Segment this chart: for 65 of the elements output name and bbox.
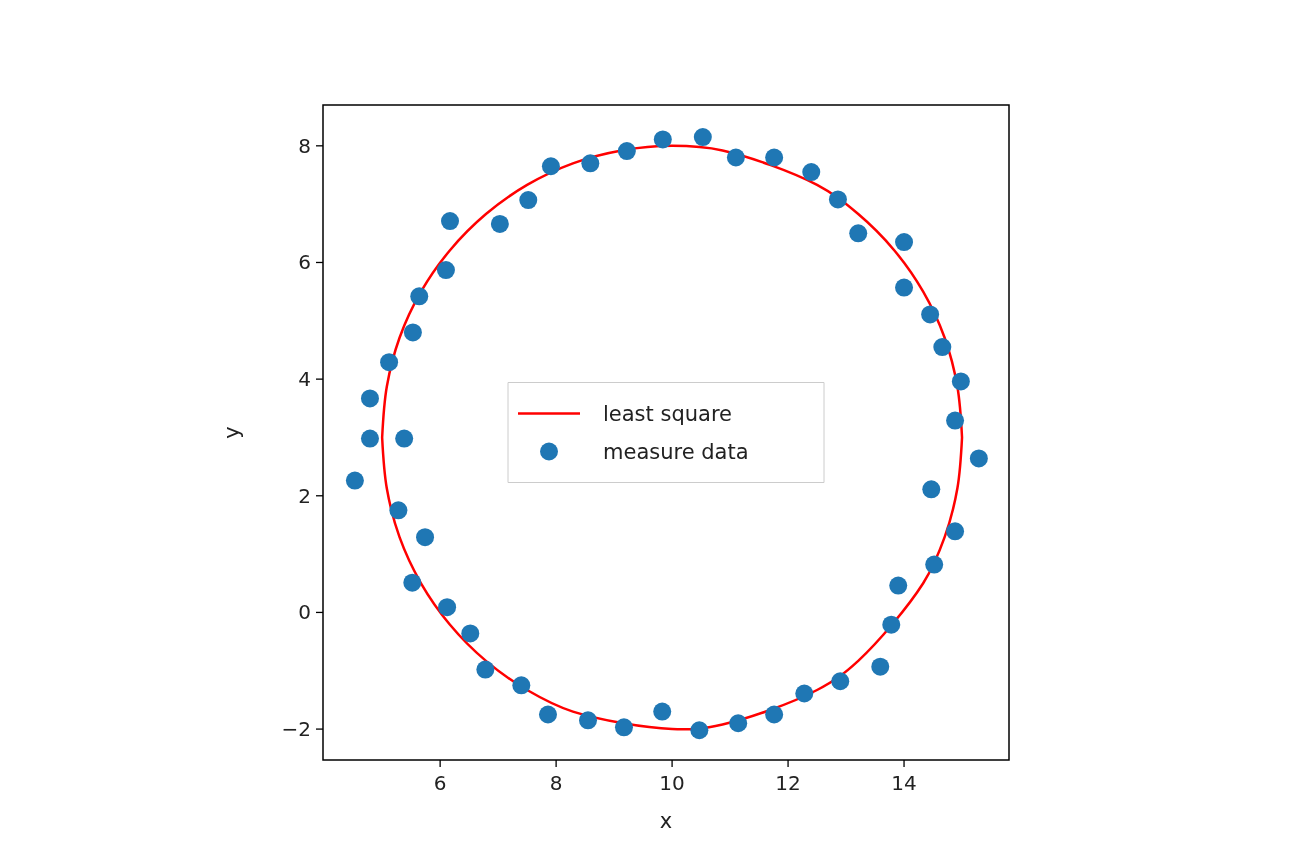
point — [360, 389, 379, 408]
point — [541, 157, 560, 176]
point — [579, 711, 598, 730]
point — [490, 214, 509, 233]
x-tick-label: 10 — [659, 771, 685, 795]
point — [395, 429, 414, 448]
point — [895, 233, 914, 252]
point — [969, 449, 988, 468]
point — [438, 598, 457, 617]
point — [726, 148, 745, 167]
point — [765, 148, 784, 167]
legend-label: measure data — [603, 439, 749, 464]
point — [476, 660, 495, 679]
x-tick-label: 8 — [549, 771, 563, 795]
point — [795, 684, 814, 703]
point — [802, 163, 821, 182]
y-tick-label: −2 — [281, 717, 311, 742]
point — [946, 411, 965, 430]
point — [461, 624, 480, 643]
point — [653, 130, 672, 149]
point — [889, 576, 908, 595]
point — [360, 429, 379, 448]
point — [614, 718, 633, 737]
y-tick-label: 6 — [298, 250, 311, 275]
point — [922, 480, 941, 499]
point — [345, 471, 364, 490]
x-tick-label: 14 — [891, 771, 917, 795]
point — [519, 191, 538, 210]
x-axis-title: x — [659, 809, 673, 833]
point — [946, 522, 965, 541]
point — [512, 676, 531, 695]
point — [653, 702, 672, 721]
point — [690, 721, 709, 740]
point — [403, 573, 422, 592]
point — [895, 278, 914, 297]
point — [828, 190, 847, 209]
y-tick-label: 0 — [298, 600, 311, 625]
point — [581, 154, 600, 173]
point — [849, 224, 868, 243]
y-axis-title: y — [220, 426, 244, 439]
point — [951, 372, 970, 391]
point — [440, 212, 459, 231]
point — [831, 672, 850, 691]
point — [933, 338, 952, 357]
point — [538, 705, 557, 724]
point — [871, 657, 890, 676]
y-tick-label: 2 — [298, 483, 311, 508]
point — [617, 142, 636, 161]
point — [380, 353, 399, 372]
point — [693, 128, 712, 147]
point — [765, 705, 784, 724]
legend-label: least square — [603, 401, 733, 426]
y-tick-label: 4 — [298, 367, 311, 392]
point — [729, 714, 748, 733]
point — [882, 615, 901, 634]
point — [416, 528, 435, 547]
point — [921, 305, 940, 324]
x-tick-label: 6 — [433, 771, 447, 795]
point — [925, 555, 944, 574]
x-tick-label: 12 — [775, 771, 801, 795]
point — [389, 501, 408, 520]
y-tick-label: 8 — [298, 133, 311, 158]
point — [436, 261, 455, 280]
point — [410, 287, 429, 306]
point — [403, 323, 422, 342]
